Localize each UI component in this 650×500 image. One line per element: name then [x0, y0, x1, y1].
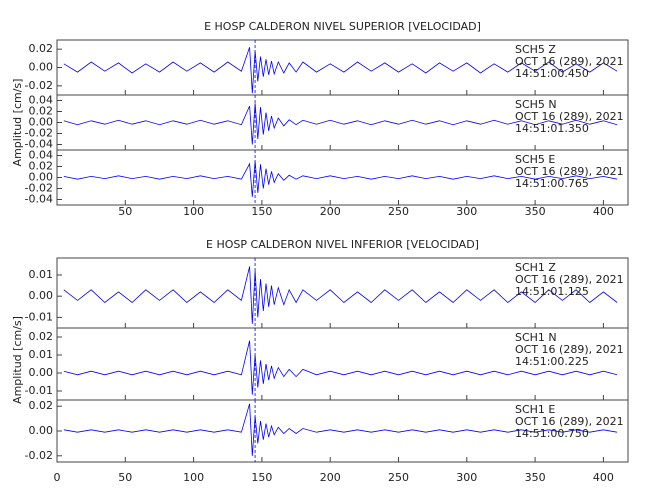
x-tick-label: 350 [525, 471, 546, 484]
y-tick-label: -0.02 [25, 182, 53, 195]
y-tick-label: -0.01 [25, 384, 53, 397]
y-tick-label: 0.02 [29, 160, 54, 173]
x-tick-label: 300 [456, 205, 477, 218]
trace-label: 14:51:00.225 [515, 355, 589, 368]
y-tick-label: 0.01 [29, 268, 54, 281]
x-tick-label: 400 [593, 471, 614, 484]
chart-title: E HOSP CALDERON NIVEL SUPERIOR [VELOCIDA… [204, 20, 481, 33]
y-tick-label: -0.02 [25, 79, 53, 92]
y-tick-label: 0.00 [29, 424, 54, 437]
trace-label: SCH1 N [515, 331, 557, 344]
y-tick-label: 0.00 [29, 116, 54, 129]
x-tick-label: 100 [183, 471, 204, 484]
trace-label: 14:51:00.750 [515, 427, 589, 440]
y-tick-label: 0.00 [29, 171, 54, 184]
x-tick-label: 50 [118, 205, 132, 218]
y-tick-label: 0.04 [29, 94, 54, 107]
trace-label: OCT 16 (289), 2021 [515, 415, 624, 428]
waveform [63, 47, 618, 94]
x-tick-label: 150 [251, 205, 272, 218]
y-tick-label: 0.02 [29, 399, 54, 412]
x-tick-label: 150 [251, 471, 272, 484]
y-tick-label: 0.00 [29, 289, 54, 302]
y-tick-label: -0.02 [25, 127, 53, 140]
trace-label: 14:51:00.765 [515, 177, 589, 190]
y-axis-label: Amplitud [cm/s] [11, 316, 24, 404]
waveform [63, 266, 618, 324]
y-axis-label: Amplitud [cm/s] [11, 79, 24, 167]
waveform [63, 103, 618, 145]
y-tick-label: 0.00 [29, 61, 54, 74]
trace-label: SCH5 N [515, 98, 557, 111]
x-tick-label: 250 [388, 471, 409, 484]
waveform [63, 160, 618, 197]
trace-label: SCH1 E [515, 403, 555, 416]
x-tick-label: 200 [320, 205, 341, 218]
x-tick-label: 400 [593, 205, 614, 218]
x-tick-label: 100 [183, 205, 204, 218]
y-tick-label: -0.04 [25, 138, 53, 151]
y-tick-label: -0.01 [25, 310, 53, 323]
chart-title: E HOSP CALDERON NIVEL INFERIOR [VELOCIDA… [206, 238, 479, 251]
x-tick-label: 0 [54, 471, 61, 484]
trace-label: SCH5 Z [515, 43, 556, 56]
trace-label: OCT 16 (289), 2021 [515, 343, 624, 356]
x-tick-label: 200 [320, 471, 341, 484]
trace-label: SCH5 E [515, 153, 555, 166]
waveform [63, 403, 618, 456]
trace-label: SCH1 Z [515, 261, 556, 274]
y-tick-label: 0.02 [29, 42, 54, 55]
x-tick-label: 350 [525, 205, 546, 218]
x-tick-label: 250 [388, 205, 409, 218]
trace-label: OCT 16 (289), 2021 [515, 55, 624, 68]
y-tick-label: 0.02 [29, 330, 54, 343]
trace-label: OCT 16 (289), 2021 [515, 165, 624, 178]
y-tick-label: 0.02 [29, 105, 54, 118]
y-tick-label: 0.01 [29, 348, 54, 361]
trace-label: 14:51:00.450 [515, 67, 589, 80]
trace-label: OCT 16 (289), 2021 [515, 110, 624, 123]
y-tick-label: -0.02 [25, 449, 53, 462]
waveform [63, 340, 618, 395]
y-tick-label: -0.04 [25, 193, 53, 206]
trace-label: 14:51:01.350 [515, 122, 589, 135]
y-tick-label: 0.00 [29, 366, 54, 379]
x-tick-label: 50 [118, 471, 132, 484]
x-tick-label: 300 [456, 471, 477, 484]
y-tick-label: 0.04 [29, 149, 54, 162]
trace-label: OCT 16 (289), 2021 [515, 273, 624, 286]
trace-label: 14:51:01.125 [515, 285, 589, 298]
